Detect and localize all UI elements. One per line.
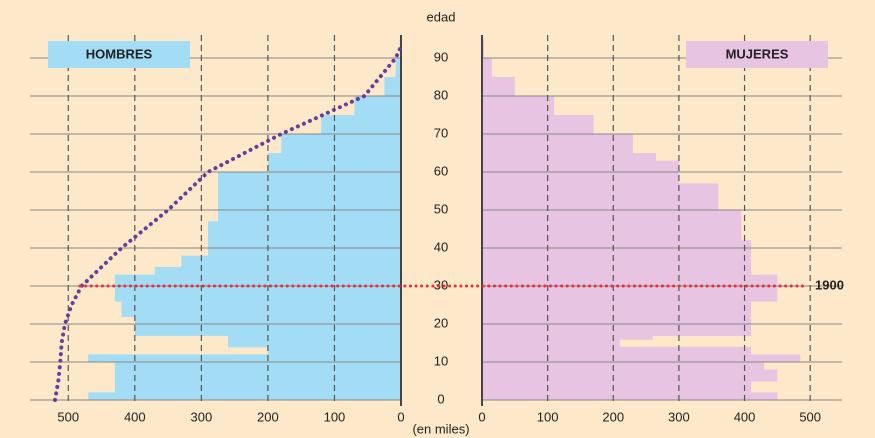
legend-label: MUJERES [726, 46, 789, 61]
bar [482, 134, 633, 154]
x-tick-label: 0 [397, 409, 404, 424]
y-tick-label: 40 [434, 239, 448, 254]
y-tick-label: 30 [434, 277, 448, 292]
x-tick-label: 400 [734, 409, 756, 424]
bar [281, 134, 401, 154]
reference-label: 1900 [815, 277, 844, 292]
y-tick-label: 60 [434, 163, 448, 178]
legend-box [48, 41, 190, 68]
bar [482, 381, 752, 393]
x-axis-title: (en miles) [412, 421, 469, 436]
bar [482, 240, 752, 276]
bar [218, 172, 401, 222]
y-tick-label: 0 [437, 391, 444, 406]
x-tick-label: 500 [57, 409, 79, 424]
x-tick-label: 200 [602, 409, 624, 424]
survival-curve [53, 44, 403, 402]
bar [482, 335, 653, 340]
x-tick-label: 500 [799, 409, 821, 424]
y-tick-label: 70 [434, 125, 448, 140]
bar [482, 210, 742, 241]
bar [154, 267, 401, 276]
x-tick-label: 300 [191, 409, 213, 424]
bar [482, 301, 752, 336]
bar [384, 77, 401, 97]
bar [227, 335, 401, 348]
y-tick-label: 50 [434, 201, 448, 216]
legend-box [686, 41, 828, 68]
bar [482, 346, 752, 355]
bar [482, 362, 765, 371]
bar [395, 58, 401, 78]
bar [208, 221, 401, 257]
bar [121, 301, 401, 317]
x-tick-label: 0 [478, 409, 485, 424]
bar [114, 274, 401, 302]
y-tick-label: 90 [434, 49, 448, 64]
bar [482, 354, 801, 363]
bar [482, 274, 778, 302]
bar [181, 255, 401, 268]
y-tick-label: 10 [434, 353, 448, 368]
x-tick-label: 100 [537, 409, 559, 424]
bar [482, 153, 656, 162]
bar [482, 369, 778, 382]
bar [88, 354, 402, 363]
bar [482, 183, 719, 211]
y-axis-title: edad [427, 9, 456, 24]
y-tick-label: 20 [434, 315, 448, 330]
bar [354, 96, 401, 116]
x-tick-label: 200 [257, 409, 279, 424]
bar [482, 77, 515, 97]
bar [321, 115, 401, 135]
bar [482, 58, 492, 78]
bar [482, 392, 778, 401]
x-tick-label: 300 [668, 409, 690, 424]
bar [114, 362, 401, 393]
bar [267, 153, 401, 173]
bar [482, 115, 594, 135]
x-tick-label: 400 [124, 409, 146, 424]
bar [88, 392, 402, 401]
bar [482, 96, 555, 116]
legend-label: HOMBRES [86, 46, 153, 61]
bar [482, 339, 620, 348]
y-tick-label: 80 [434, 87, 448, 102]
x-tick-label: 100 [324, 409, 346, 424]
